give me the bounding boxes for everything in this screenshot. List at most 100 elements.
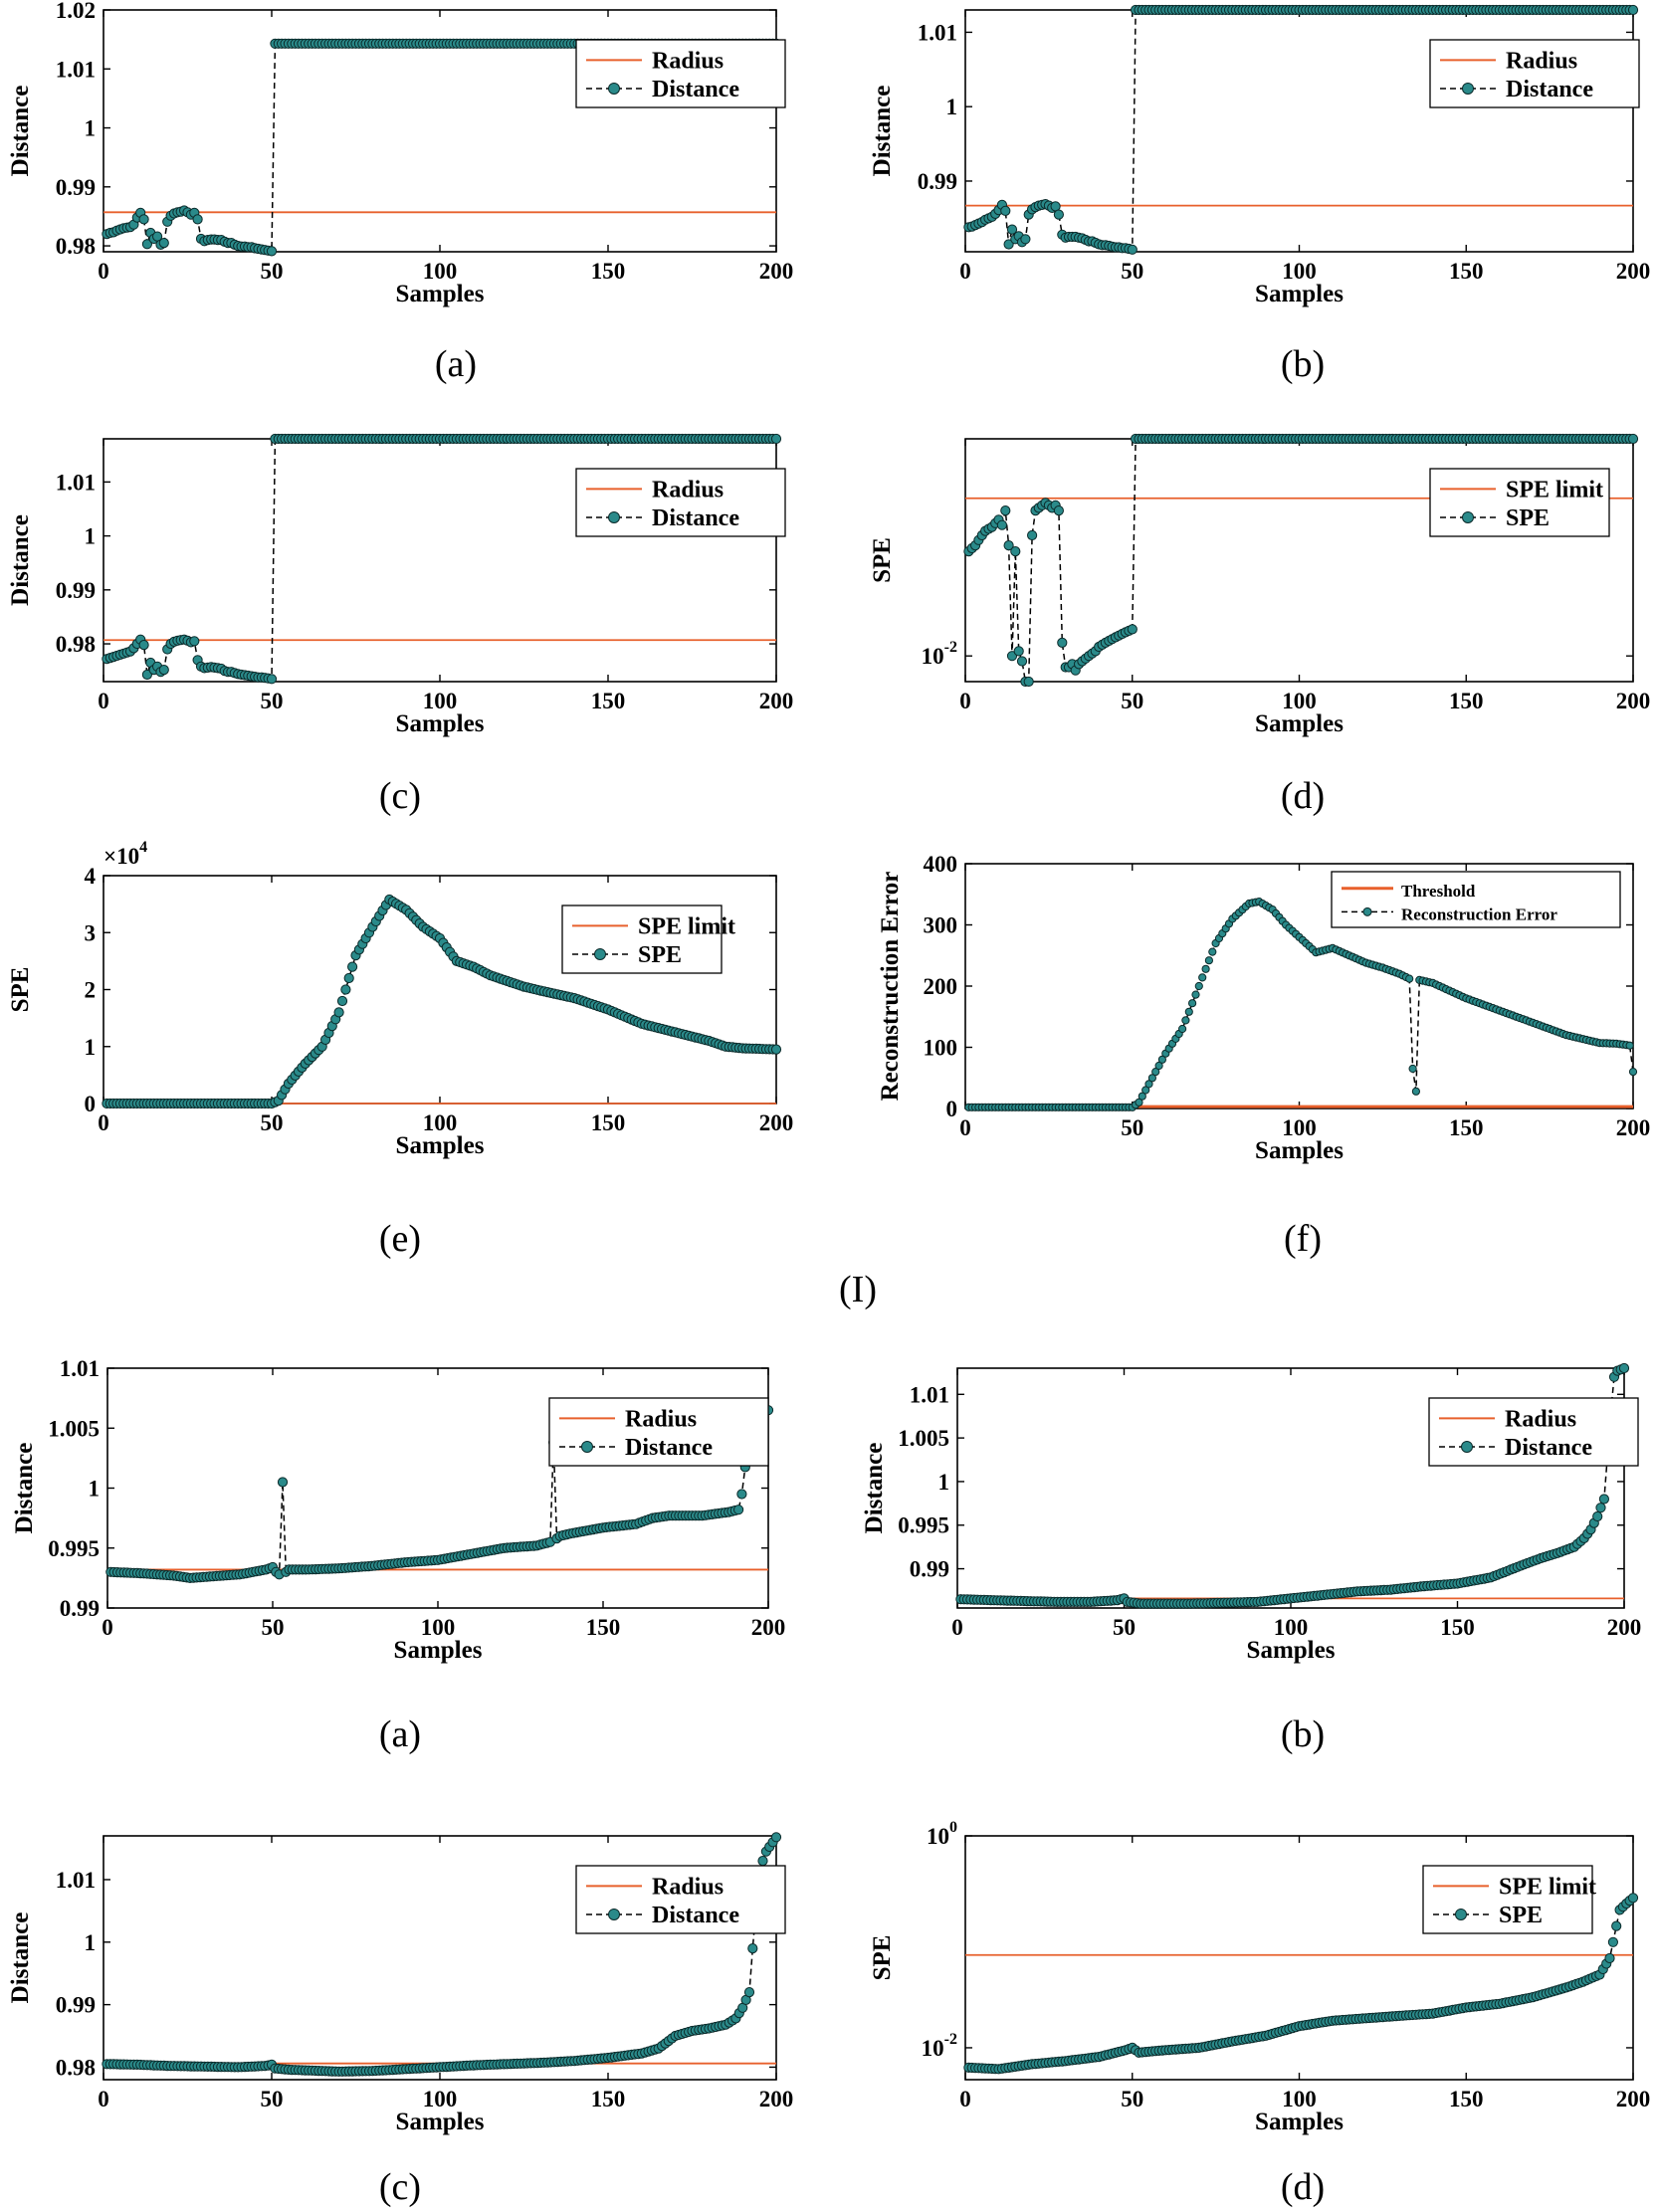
legend-swatch-marker <box>581 1440 593 1453</box>
data-point <box>336 995 348 1007</box>
data-point <box>1144 1080 1153 1089</box>
chart-II-b: 0 50 100 150 200 0.99 0.995 1 1.005 1.01 Samples Di… <box>861 1362 1642 1755</box>
x-tick-label: 150 <box>591 2087 626 2111</box>
data-point <box>1135 1098 1143 1106</box>
x-tick-label: 0 <box>102 1615 113 1640</box>
data-point <box>1127 244 1138 255</box>
legend-label: Radius <box>652 1874 724 1900</box>
data-point <box>138 214 149 225</box>
x-tick-label: 100 <box>1282 259 1317 284</box>
data-point <box>770 1832 782 1843</box>
x-tick-label: 100 <box>423 689 458 713</box>
subfigure-caption: (a) <box>379 1713 421 1755</box>
chart-I-f: 0 50 100 150 200 0 100 200 300 400 Samples Reconstr… <box>877 852 1650 1260</box>
subfigure-caption: (d) <box>1281 2166 1325 2208</box>
data-point <box>1611 1920 1622 1931</box>
data-point <box>1013 646 1024 657</box>
data-point <box>189 636 200 647</box>
legend: Radius Distance <box>575 39 786 108</box>
y-tick-label: 3 <box>85 920 97 945</box>
y-tick-label: 200 <box>924 974 958 999</box>
data-point <box>1628 1068 1638 1077</box>
chart-I-c: 0 50 100 150 200 0.98 0.99 1 1.01 Samples Distance… <box>7 433 794 817</box>
data-point <box>1598 1494 1610 1505</box>
data-point <box>1627 4 1639 16</box>
y-axis-label: Distance <box>869 86 896 177</box>
x-tick-label: 0 <box>98 689 109 713</box>
y-tick-label: 1 <box>85 1035 97 1060</box>
data-point <box>1003 239 1014 250</box>
x-tick-label: 0 <box>959 2087 971 2111</box>
legend-label: Radius <box>1506 48 1577 74</box>
y-tick-label: 1 <box>946 95 958 119</box>
y-tick-label: 1.01 <box>918 20 957 45</box>
data-point <box>1184 1007 1193 1016</box>
subfigure-caption: (a) <box>435 343 477 385</box>
x-axis-label: Samples <box>396 710 485 737</box>
legend-swatch-marker <box>608 1908 620 1920</box>
series-layer <box>102 894 782 1109</box>
series-layer <box>102 433 782 685</box>
y-tick-label: 1.01 <box>56 470 96 495</box>
y-tick-label: 1 <box>85 116 97 141</box>
y-axis-label: SPE <box>7 967 34 1013</box>
data-point <box>1204 956 1214 965</box>
y-exponent-label: ×104 <box>104 839 147 869</box>
x-tick-label: 150 <box>1449 2087 1484 2111</box>
data-point <box>1020 234 1031 245</box>
x-tick-label: 50 <box>261 1110 284 1135</box>
y-tick-label: 0.98 <box>56 2055 96 2080</box>
x-axis-label: Samples <box>396 1132 485 1159</box>
y-tick-label: 0.99 <box>60 1596 100 1621</box>
data-point <box>333 1007 344 1018</box>
x-tick-label: 200 <box>1607 1615 1642 1640</box>
x-tick-label: 0 <box>959 1115 971 1140</box>
data-point <box>733 1505 744 1515</box>
y-tick-label: 10-2 <box>922 639 957 669</box>
x-tick-label: 50 <box>1113 1615 1136 1640</box>
legend-label: Distance <box>625 1435 713 1461</box>
y-axis-label: SPE <box>869 537 896 583</box>
legend-swatch-marker <box>1462 510 1474 523</box>
legend-label: SPE <box>1499 1903 1543 1928</box>
series-layer <box>963 1893 1639 2075</box>
data-point <box>1006 224 1018 235</box>
chart-I-e: 0 50 100 150 200 0 1 2 3 4 Samples SPE ×104 SPE limit… <box>7 839 793 1260</box>
x-axis-label: Samples <box>396 281 485 307</box>
x-tick-label: 50 <box>261 2087 284 2111</box>
data-point <box>266 674 278 685</box>
x-tick-label: 50 <box>1121 259 1143 284</box>
x-tick-label: 150 <box>1449 689 1484 713</box>
x-axis-label: Samples <box>396 2109 485 2135</box>
x-tick-label: 150 <box>1449 259 1484 284</box>
data-point <box>1023 676 1034 688</box>
y-tick-label: 4 <box>85 864 97 889</box>
subfigure-caption: (d) <box>1281 775 1325 817</box>
data-point <box>343 972 354 984</box>
y-tick-label: 400 <box>924 852 958 877</box>
y-tick-label: 0.99 <box>56 175 96 200</box>
legend-box <box>1422 1865 1593 1934</box>
legend-swatch-marker <box>1461 1440 1473 1453</box>
y-tick-label: 1 <box>85 1930 97 1955</box>
legend-label: Distance <box>1506 77 1593 102</box>
data-point <box>1607 1936 1619 1947</box>
y-tick-label: 0.99 <box>910 1557 949 1582</box>
data-point <box>141 669 152 681</box>
legend-label: Radius <box>625 1406 697 1432</box>
x-tick-label: 200 <box>759 689 794 713</box>
legend-swatch-marker <box>1462 82 1474 95</box>
x-axis-label: Samples <box>1255 2109 1344 2135</box>
data-point <box>1053 209 1065 220</box>
x-tick-label: 200 <box>1616 2087 1651 2111</box>
y-tick-label: 0.995 <box>48 1536 100 1561</box>
data-point <box>158 238 169 249</box>
x-tick-label: 50 <box>261 259 284 284</box>
data-point <box>1191 990 1200 999</box>
data-point <box>743 1987 755 1998</box>
x-tick-label: 200 <box>1616 259 1651 284</box>
